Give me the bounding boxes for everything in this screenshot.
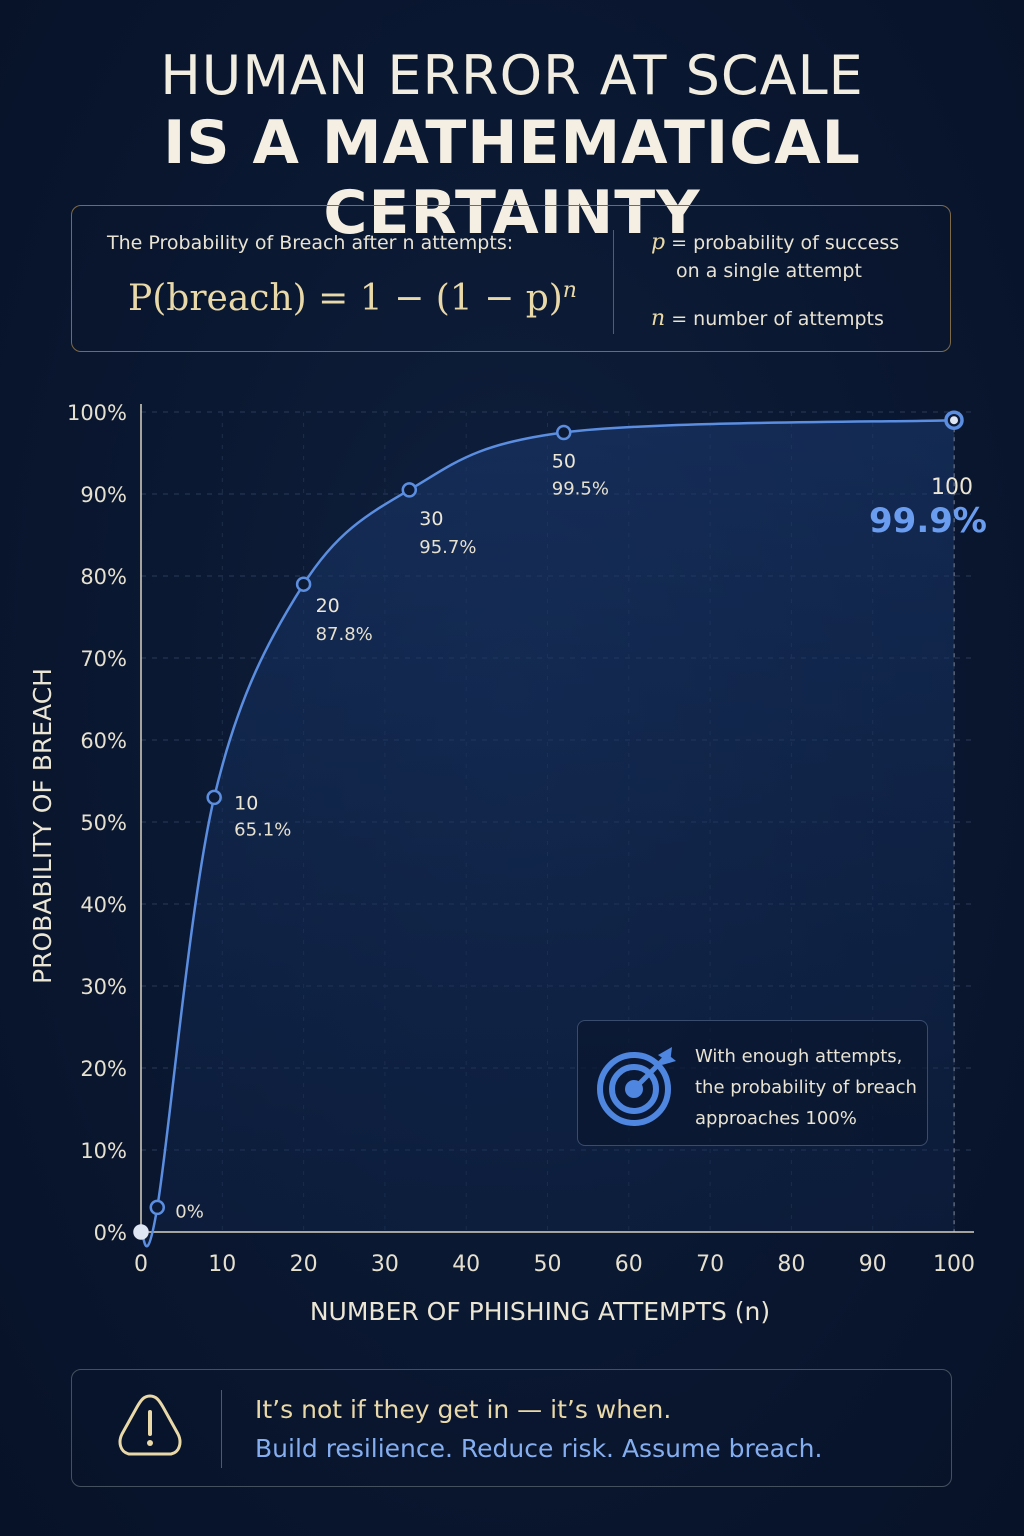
point-label-value: 87.8% [316, 624, 373, 645]
origin-point [133, 1224, 149, 1240]
footer-divider [221, 1390, 222, 1468]
breach-probability-chart: 0%10%20%30%40%50%60%70%80%90%100%0 10 20 30… [28, 401, 987, 1326]
x-tick-label: 90 [859, 1252, 887, 1277]
data-point [401, 482, 418, 498]
x-tick-label: 10 [208, 1252, 236, 1277]
tick-labels: 0%10%20%30%40%50%60%70%80%90%100%0 10 20 30… [67, 401, 975, 1277]
point-label-value: 95.7% [419, 537, 476, 558]
title-line-1: HUMAN ERROR AT SCALE [160, 44, 864, 107]
y-tick-label: 70% [80, 647, 127, 671]
n-definition: n = number of attempts [651, 306, 884, 331]
callout-line-3: approaches 100% [695, 1108, 857, 1129]
y-tick-label: 30% [80, 975, 127, 999]
formula-exponent: n [562, 278, 577, 303]
formula-expression: P(breach) = 1 − (1 − p)n [128, 278, 577, 319]
x-tick-label: 40 [452, 1252, 480, 1277]
x-tick-label: 0 [134, 1252, 148, 1277]
y-tick-label: 80% [80, 565, 127, 589]
point-label-value: 99.9% [869, 501, 987, 541]
y-axis-label: PROBABILITY OF BREACH [28, 668, 57, 984]
data-point [556, 424, 572, 441]
point-label-n: 20 [316, 595, 340, 617]
title-line-2: IS A MATHEMATICAL CERTAINTY [163, 108, 861, 248]
warning-icon [116, 1390, 184, 1466]
point-label-n: 50 [552, 451, 576, 473]
x-tick-label: 50 [534, 1252, 562, 1277]
point-label-value: 0% [175, 1201, 204, 1222]
x-tick-label: 80 [777, 1252, 805, 1277]
formula-body: P(breach) = 1 − (1 − p) [128, 278, 563, 319]
target-icon [596, 1043, 680, 1131]
axes [140, 404, 974, 1233]
data-point [149, 1199, 166, 1216]
p-definition: p = probability of success [651, 230, 899, 255]
x-axis-label: NUMBER OF PHISHING ATTEMPTS (n) [310, 1297, 770, 1326]
x-tick-label: 20 [290, 1252, 318, 1277]
x-tick-label: 60 [615, 1252, 643, 1277]
data-point [295, 576, 312, 592]
formula-divider [613, 230, 614, 334]
p-definition-text: = probability of success [671, 232, 900, 254]
x-tick-label: 100 [933, 1252, 975, 1277]
p-definition-line-2: on a single attempt [676, 260, 862, 282]
callout-text: With enough attempts, the probability of… [695, 1041, 917, 1134]
x-tick-label: 70 [696, 1252, 724, 1277]
callout-box: With enough attempts, the probability of… [577, 1020, 928, 1146]
y-tick-label: 100% [67, 401, 127, 425]
data-point-core [950, 416, 958, 425]
y-tick-label: 90% [80, 483, 127, 507]
point-label-n: 10 [234, 792, 258, 814]
data-point [206, 789, 222, 806]
point-label-value: 99.5% [552, 479, 609, 500]
point-label-n: 100 [931, 475, 973, 500]
y-tick-label: 40% [80, 893, 127, 917]
y-tick-label: 50% [80, 811, 127, 835]
y-tick-label: 0% [94, 1221, 127, 1245]
n-definition-text: = number of attempts [671, 308, 884, 330]
y-tick-label: 10% [80, 1139, 127, 1163]
n-symbol: n [651, 306, 666, 331]
formula-label: The Probability of Breach after n attemp… [107, 232, 514, 254]
y-tick-label: 60% [80, 729, 127, 753]
footer-headline: It’s not if they get in — it’s when. [255, 1395, 672, 1424]
footer-box: It’s not if they get in — it’s when. Bui… [71, 1369, 952, 1487]
callout-line-1: With enough attempts, [695, 1046, 903, 1067]
callout-line-2: the probability of breach [695, 1077, 917, 1098]
y-tick-label: 20% [80, 1057, 127, 1081]
data-points [133, 410, 964, 1240]
footer-tagline: Build resilience. Reduce risk. Assume br… [255, 1434, 823, 1463]
p-symbol: p [651, 230, 666, 255]
point-label-value: 65.1% [234, 819, 291, 840]
x-tick-label: 30 [371, 1252, 399, 1277]
point-label-n: 30 [419, 508, 443, 530]
formula-box: The Probability of Breach after n attemp… [71, 205, 951, 352]
